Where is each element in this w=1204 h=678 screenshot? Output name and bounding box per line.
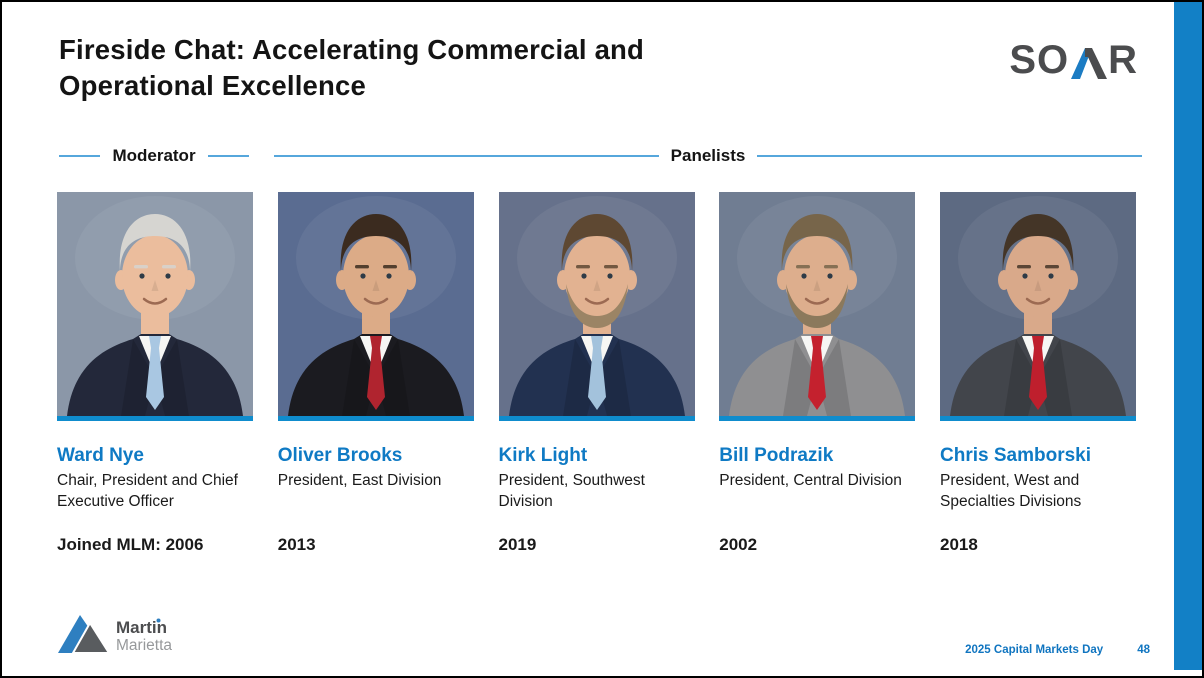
martin-marietta-logo: Martin Marietta: [57, 611, 207, 662]
person-role: Chair, President and Chief Executive Off…: [57, 472, 238, 510]
footer-page-number: 48: [1137, 644, 1150, 656]
people-row: Ward Nye Chair, President and Chief Exec…: [57, 192, 1136, 555]
person-name: Oliver Brooks: [277, 445, 403, 466]
person-name: Chris Samborski: [940, 445, 1091, 466]
person-joined-year: 2018: [940, 535, 978, 554]
photo-accent-bar: [498, 416, 695, 421]
soar-mountain-a-icon: [1071, 48, 1108, 79]
right-accent-bar: [1174, 2, 1202, 670]
portrait-photo: [719, 192, 916, 416]
headshot-image: [277, 192, 474, 416]
footer: 2025 Capital Markets Day 48: [965, 644, 1150, 656]
mm-logo-line2-svg-text: Marietta: [116, 637, 172, 654]
person-joined-year: 2002: [719, 535, 758, 554]
footer-event-label: 2025 Capital Markets Day: [965, 644, 1104, 656]
person-joined-year: 2013: [277, 535, 316, 554]
portrait-photo: [498, 192, 695, 416]
photo-accent-bar: [940, 416, 1136, 421]
person-name: Bill Podrazik: [719, 445, 834, 466]
person-role: President, Southwest Division: [498, 472, 645, 510]
portrait-photo: [57, 192, 253, 416]
divider-rule: [59, 155, 101, 157]
slide-title: Fireside Chat: Accelerating Commercial a…: [59, 34, 645, 101]
person-name: Kirk Light: [498, 445, 588, 466]
divider-rule: [207, 155, 249, 157]
person-card: Chris Samborski President, West and Spec…: [940, 192, 1136, 555]
headshot-image: [498, 192, 695, 416]
person-card: Ward Nye Chair, President and Chief Exec…: [57, 192, 253, 555]
person-name: Ward Nye: [57, 445, 144, 466]
person-role: President, Central Division: [719, 472, 902, 489]
photo-accent-bar: [277, 416, 474, 421]
moderator-label: Moderator: [112, 146, 196, 165]
soar-logo-text-right: R: [1108, 38, 1138, 82]
headshot-image: [940, 192, 1136, 416]
headshot-image: [719, 192, 916, 416]
headshot-image: [57, 192, 253, 416]
person-role: President, West and Specialties Division…: [940, 472, 1082, 510]
section-headers: Moderator Panelists: [59, 146, 1142, 166]
portrait-photo: [940, 192, 1136, 416]
mm-mountain-icon: Martin Marietta: [58, 615, 172, 654]
person-card: Oliver Brooks President, East Division 2…: [277, 192, 474, 555]
person-role: President, East Division: [277, 472, 442, 489]
section-header-panelists: Panelists: [274, 146, 1142, 166]
person-joined-year: Joined MLM: 2006: [57, 535, 204, 554]
panelists-label: Panelists: [670, 146, 746, 165]
soar-logo-text-left: SO: [1009, 38, 1070, 82]
person-card: Bill Podrazik President, Central Divisio…: [719, 192, 916, 555]
mm-logo-line1-svg-text: Martin: [116, 618, 167, 637]
person-card: Kirk Light President, Southwest Division…: [498, 192, 695, 555]
photo-accent-bar: [719, 416, 916, 421]
photo-accent-bar: [57, 416, 253, 421]
soar-logo: SO R: [1009, 40, 1138, 80]
divider-rule: [757, 155, 1142, 157]
section-header-moderator: Moderator: [59, 146, 249, 166]
person-joined-year: 2019: [498, 535, 537, 554]
portrait-photo: [277, 192, 474, 416]
divider-rule: [274, 155, 659, 157]
